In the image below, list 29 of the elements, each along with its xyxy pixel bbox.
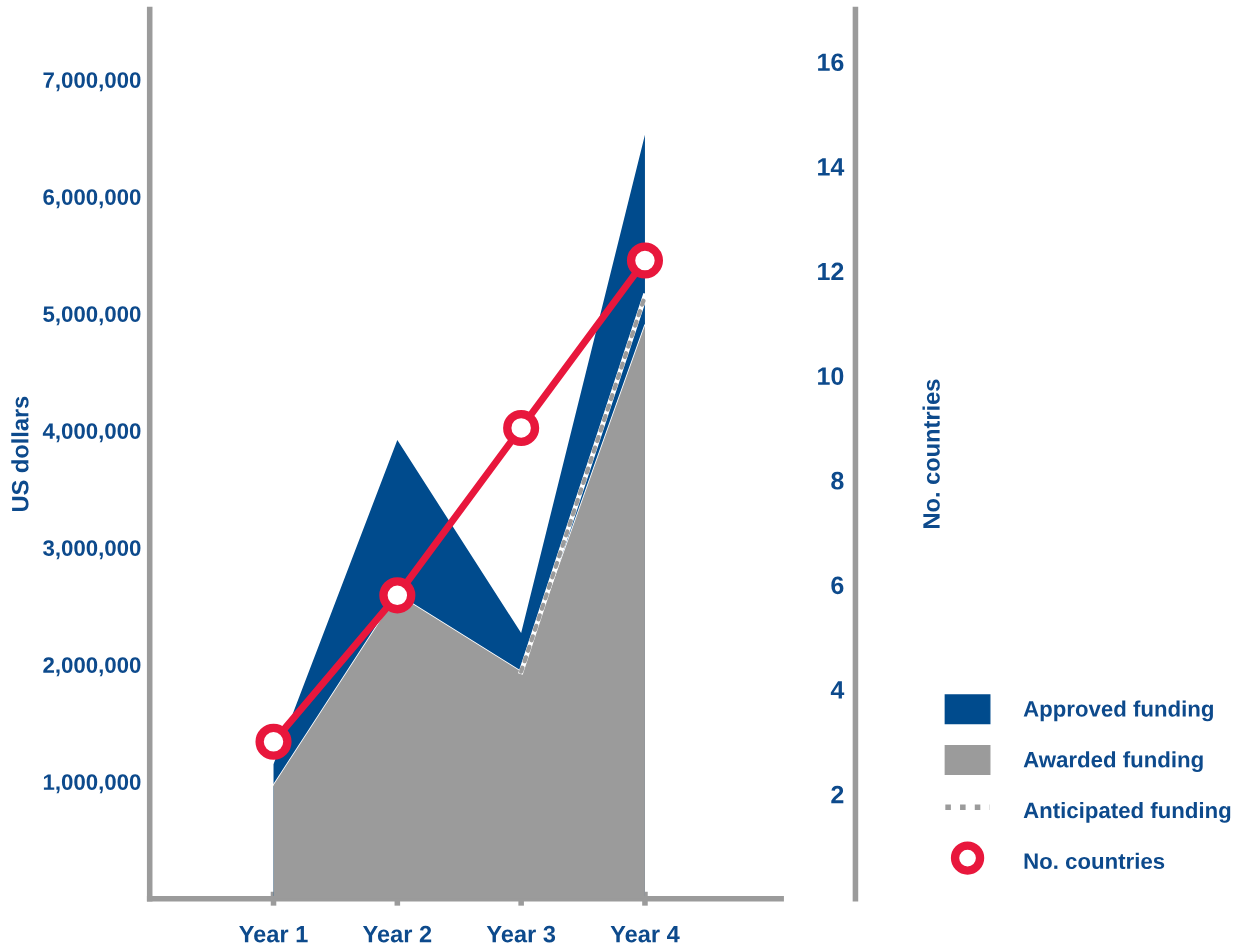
point [255,723,292,760]
y-tick-label: 4,000,000 [42,423,141,443]
y-tick-label: 6,000,000 [43,189,141,209]
legend-label: Awarded funding [1023,751,1203,773]
y2-tick-label: 14 [818,158,845,176]
y2-tick-label: 8 [831,471,844,490]
point [379,577,416,614]
y-tick-label: 5,000,000 [43,306,141,326]
point [626,242,664,279]
y-tick-label: 1,000,000 [43,774,141,794]
y2-tick-label: 16 [818,53,844,72]
y-axis-title: US dollars [11,396,29,512]
legend-label: Anticipated funding [1023,801,1231,823]
legend-label: Approved funding [1023,700,1213,722]
x-tick-label: Year 2 [362,925,432,943]
y2-axis-title: No. countries [922,379,940,528]
y-tick-label: 7,000,000 [43,72,141,92]
y2-tick-label: 10 [818,367,844,385]
x-tick-label: Year 4 [610,925,680,943]
y2-tick-label: 2 [831,785,844,804]
y-tick-label: 3,000,000 [43,540,141,560]
y2-tick-label: 6 [831,576,844,595]
legend-label: No. countries [1024,852,1165,870]
x-tick-label: Year 1 [239,925,308,943]
x-tick-label: Year 3 [486,925,556,943]
y2-tick-label: 4 [830,681,845,699]
y-tick-label: 2,000,000 [43,657,141,677]
point [503,409,540,446]
y2-tick-label: 12 [818,262,844,281]
